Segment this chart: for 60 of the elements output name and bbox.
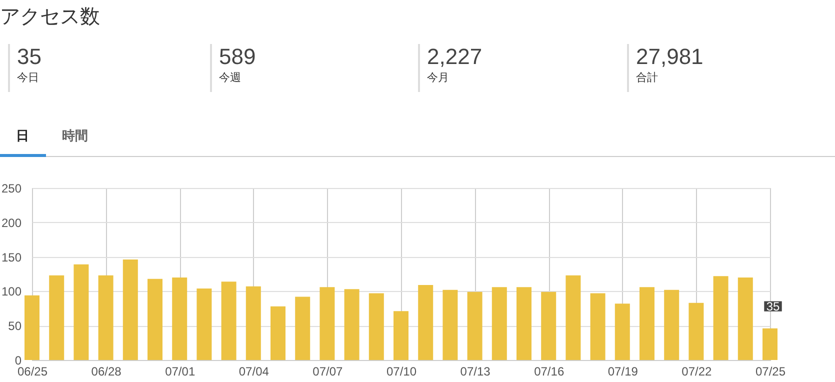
bar bbox=[295, 296, 310, 360]
bar bbox=[246, 286, 261, 360]
bar bbox=[148, 278, 162, 360]
x-tick-label: 07/10 bbox=[386, 364, 417, 378]
y-tick-label: 150 bbox=[1, 250, 22, 264]
bar bbox=[664, 290, 680, 360]
bar bbox=[688, 302, 704, 360]
bar bbox=[221, 282, 236, 360]
y-tick-label: 0 bbox=[14, 354, 22, 368]
text: 27,981 bbox=[636, 44, 704, 70]
bar bbox=[541, 292, 556, 360]
x-tick-label: 06/28 bbox=[91, 364, 122, 378]
bar bbox=[713, 276, 728, 360]
x-tick-label: 07/16 bbox=[534, 364, 564, 378]
bar bbox=[467, 292, 482, 360]
annotation: 35 bbox=[766, 299, 780, 314]
bar bbox=[98, 275, 114, 360]
bar bbox=[590, 293, 606, 360]
text: 589 bbox=[219, 44, 256, 70]
text: 2,227 bbox=[427, 44, 482, 70]
text: 今週 bbox=[219, 71, 242, 85]
bar bbox=[762, 328, 778, 360]
bar bbox=[49, 275, 64, 360]
bar bbox=[442, 290, 458, 360]
text: 35 bbox=[17, 44, 42, 70]
bar bbox=[122, 260, 138, 360]
text: 今日 bbox=[17, 71, 40, 85]
x-tick-label: 07/25 bbox=[755, 364, 786, 378]
text: アクセス数 bbox=[0, 5, 100, 30]
bar bbox=[196, 288, 212, 360]
bar bbox=[738, 277, 753, 360]
y-tick-label: 50 bbox=[8, 319, 22, 334]
bar bbox=[614, 304, 630, 360]
text: 合計 bbox=[636, 70, 659, 85]
bar bbox=[344, 289, 360, 360]
bar bbox=[418, 285, 434, 360]
x-tick-label: 07/07 bbox=[312, 364, 344, 378]
bar bbox=[172, 277, 188, 360]
text: 今月 bbox=[427, 71, 450, 85]
bar bbox=[270, 306, 286, 360]
text: 日 bbox=[16, 127, 29, 145]
y-tick-label: 200 bbox=[1, 216, 22, 230]
x-tick-label: 06/25 bbox=[17, 364, 48, 378]
bar bbox=[516, 287, 532, 360]
bar bbox=[394, 311, 408, 360]
y-tick-label: 100 bbox=[1, 284, 22, 299]
x-tick-label: 07/19 bbox=[608, 364, 638, 378]
x-tick-label: 07/13 bbox=[460, 364, 491, 378]
bar bbox=[74, 264, 89, 360]
bar bbox=[492, 287, 507, 360]
x-tick-label: 07/22 bbox=[682, 364, 712, 378]
y-tick-label: 250 bbox=[1, 182, 22, 196]
bar bbox=[566, 275, 581, 360]
bar bbox=[640, 287, 654, 360]
bar bbox=[24, 295, 40, 360]
x-tick-label: 07/01 bbox=[165, 364, 196, 378]
x-tick-label: 07/04 bbox=[238, 364, 270, 378]
bar bbox=[320, 287, 335, 360]
bar bbox=[368, 293, 384, 360]
text: 時間 bbox=[62, 127, 88, 145]
